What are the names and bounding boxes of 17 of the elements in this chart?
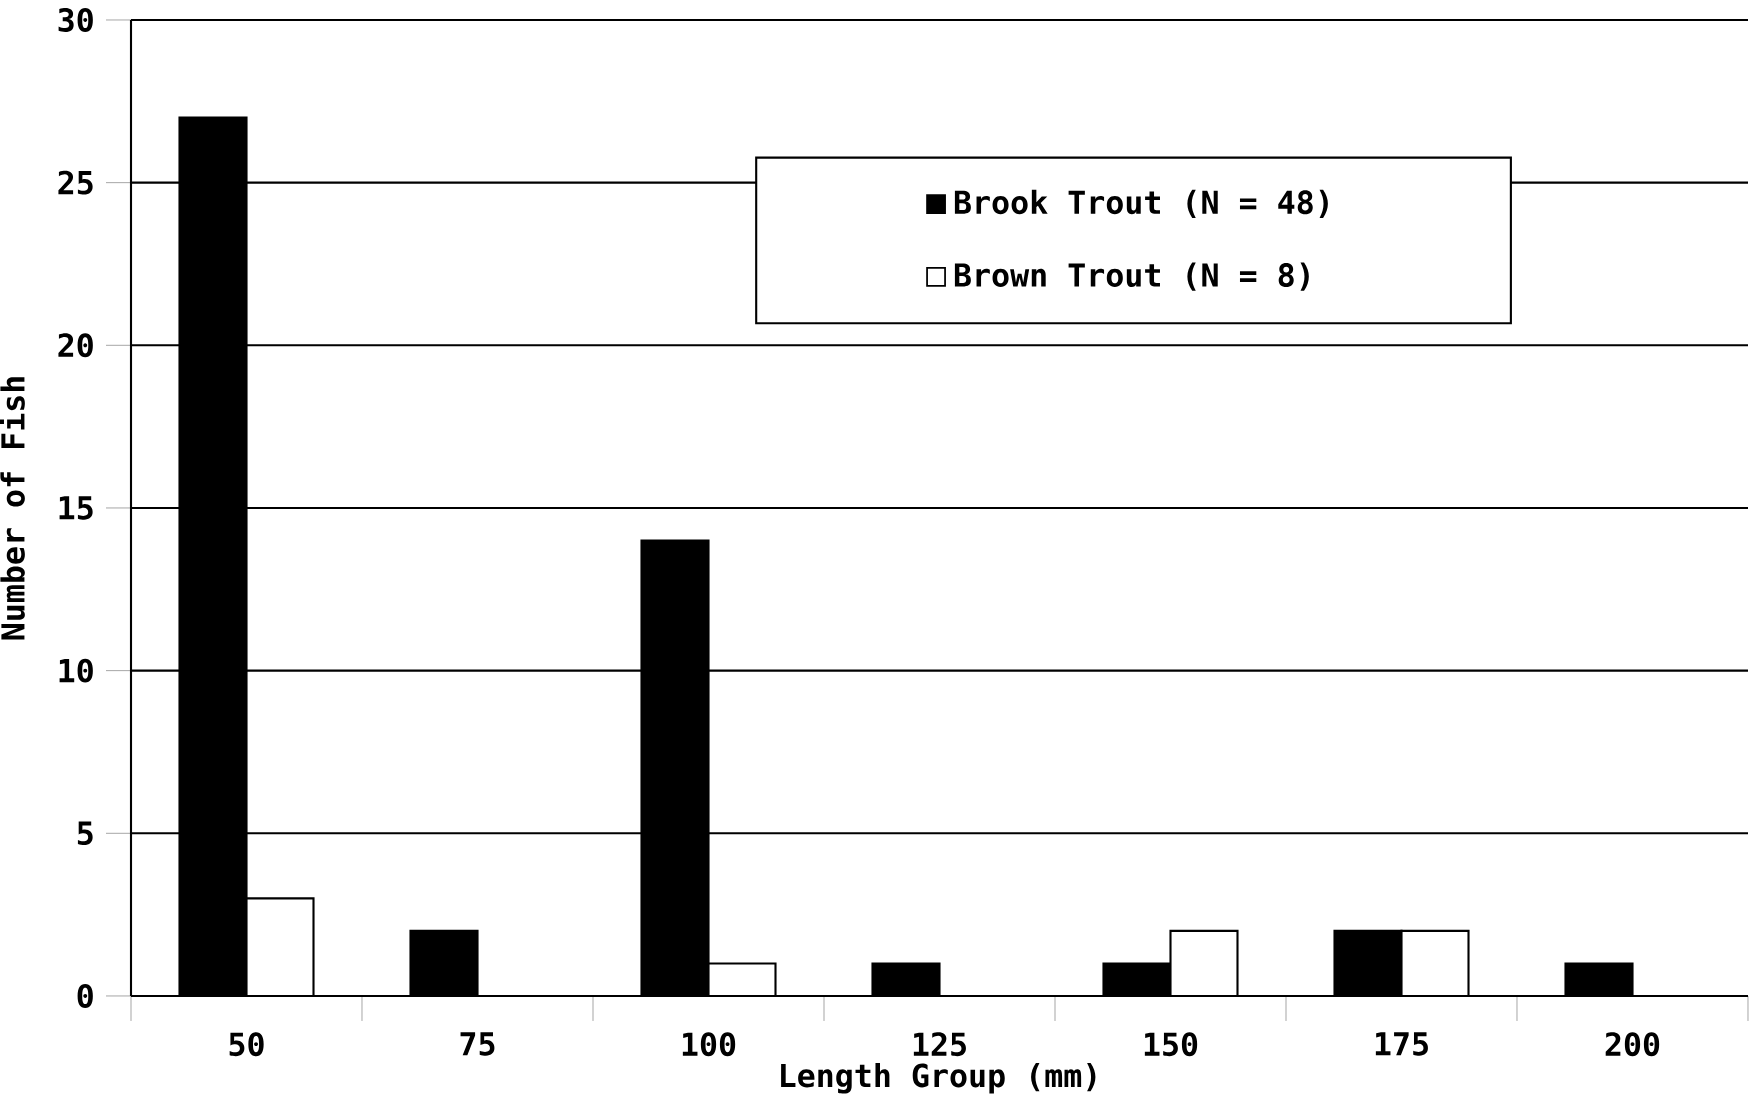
- x-tick-label: 150: [1144, 1032, 1198, 1057]
- y-tick-label: 5: [77, 821, 93, 846]
- y-tick-label: 20: [58, 333, 93, 358]
- x-tick-label: 75: [460, 1032, 495, 1056]
- x-tick-label: 100: [682, 1032, 736, 1057]
- x-tick-label: 125: [913, 1032, 966, 1057]
- x-tick-label: 200: [1605, 1032, 1660, 1057]
- y-tick-label: 0: [77, 984, 93, 1008]
- x-tick-label: 50: [229, 1032, 264, 1057]
- x-tick-label: 175: [1375, 1032, 1428, 1056]
- y-tick-label: 30: [58, 8, 93, 32]
- legend-label: Brown Trout (N = 8): [954, 262, 1309, 291]
- x-axis-title: Length Group (mm): [781, 1062, 1096, 1094]
- y-tick-label: 15: [59, 496, 93, 520]
- y-tick-label: 25: [58, 170, 93, 195]
- legend-label: Brook Trout (N = 48): [954, 189, 1328, 218]
- y-tick-label: 10: [59, 658, 93, 683]
